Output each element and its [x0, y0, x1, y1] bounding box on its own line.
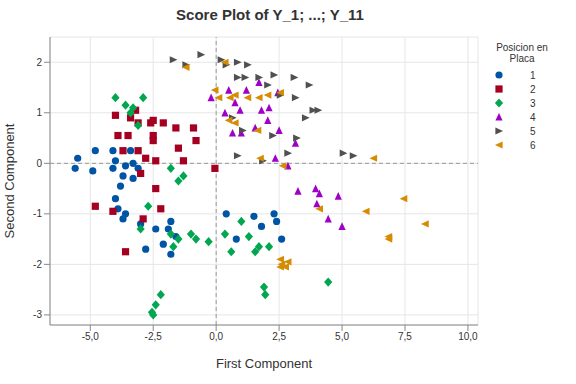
- html-text:4: 4: [530, 111, 536, 123]
- svg-text:10,0: 10,0: [458, 331, 478, 342]
- html-text:2: 2: [530, 83, 536, 95]
- svg-text:2,5: 2,5: [272, 331, 286, 342]
- html-text:Score Plot of Y_1; ...; Y_11: Score Plot of Y_1; ...; Y_11: [176, 6, 364, 23]
- svg-text:0,0: 0,0: [209, 331, 223, 342]
- svg-text:-2: -2: [33, 259, 42, 270]
- svg-text:Second Component: Second Component: [8, 123, 17, 238]
- html-text:5: 5: [530, 125, 536, 137]
- svg-text:-3: -3: [33, 309, 42, 320]
- html-text:1: 1: [530, 69, 536, 81]
- html-text:Posicion en Placa: Posicion en Placa: [496, 42, 548, 64]
- svg-text:First Component: First Component: [216, 356, 312, 371]
- svg-text:2: 2: [36, 57, 42, 68]
- svg-text:0: 0: [36, 158, 42, 169]
- svg-text:-1: -1: [33, 208, 42, 219]
- svg-text:5,0: 5,0: [335, 331, 349, 342]
- svg-text:-5,0: -5,0: [82, 331, 100, 342]
- svg-text:1: 1: [36, 107, 42, 118]
- svg-text:7,5: 7,5: [398, 331, 412, 342]
- html-text:6: 6: [530, 139, 536, 151]
- svg-text:-2,5: -2,5: [145, 331, 163, 342]
- html-text:3: 3: [530, 97, 536, 109]
